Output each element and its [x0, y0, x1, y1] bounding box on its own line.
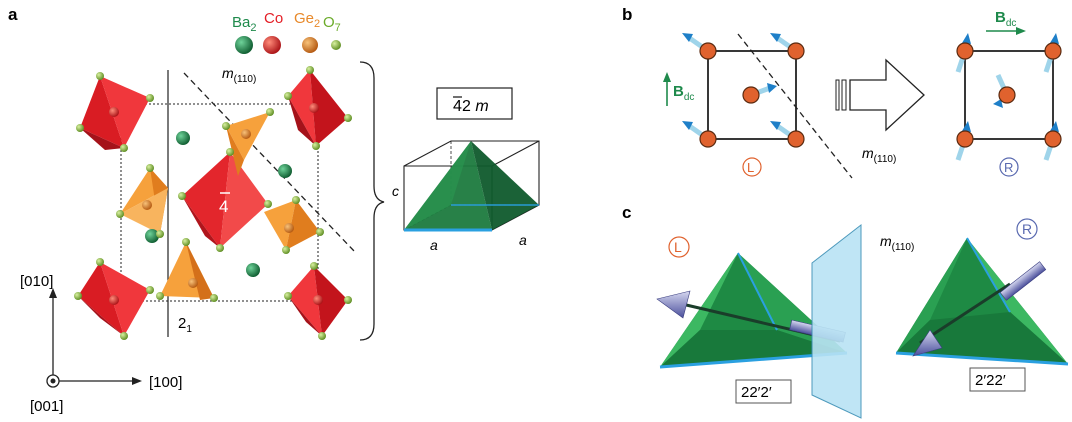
co-atom [309, 103, 319, 113]
four-bar-label: 4 [219, 197, 228, 216]
ba-atom [145, 229, 159, 243]
point-group-box [436, 87, 513, 120]
ge-legend-label: Ge2 [294, 10, 320, 30]
ba-legend-sphere [235, 36, 253, 54]
panel-b-left-square [682, 33, 805, 148]
axis-100-arrowhead [132, 377, 142, 385]
left-symmetry-box [735, 379, 792, 404]
edge-a1-label: a [430, 237, 438, 253]
screw-axis-label: 21 [178, 315, 192, 335]
bdc-right-label: Bdc [995, 9, 1016, 29]
chirality-r-label-c: R [1022, 221, 1032, 237]
crystal-axes: [010] [100] [001] [20, 273, 182, 415]
o-legend-label: O7 [323, 14, 341, 34]
chirality-l-circle-c [668, 236, 690, 258]
point-group-label-rest: 2 m [462, 98, 489, 115]
axis-100-label: [100] [149, 374, 182, 391]
panel-a-label: a [8, 5, 18, 24]
crystal-structure: m(110) 4 21 [74, 65, 356, 340]
ge-legend-sphere [302, 37, 318, 53]
co-octahedron-bottom-left [78, 262, 150, 336]
co-octahedron-center [182, 152, 268, 248]
mirror-plane-line-b [737, 33, 853, 179]
axis-001-label: [001] [30, 398, 63, 415]
panel-c-label: c [622, 203, 631, 222]
ba-atom [278, 164, 292, 178]
co-legend-label: Co [264, 10, 283, 27]
mirror-plane-line [183, 72, 356, 253]
transformation-arrow [835, 58, 925, 132]
left-tetrahedron [656, 252, 848, 369]
right-symmetry-label: 2′22′ [975, 372, 1006, 389]
chirality-r-circle-b [999, 157, 1019, 177]
chirality-r-circle-c [1016, 218, 1038, 240]
axis-010-label: [010] [20, 273, 53, 290]
edge-c-label: c [392, 183, 399, 199]
co-atom [109, 295, 119, 305]
mirror-label-c: m(110) [880, 233, 914, 253]
point-group-label: 4 [453, 98, 462, 115]
bdc-right-arrowhead [1016, 27, 1026, 35]
bdc-left-label: Bdc [673, 83, 694, 103]
edge-a2-label: a [519, 232, 527, 248]
axis-001-dot [50, 378, 56, 384]
right-tetrahedron [895, 237, 1069, 366]
chirality-r-label-b: R [1004, 160, 1013, 175]
unit-cell-outline [120, 103, 319, 302]
panel-b-right-square [955, 33, 1062, 161]
ge-atom [241, 129, 251, 139]
chirality-l-label-b: L [747, 160, 754, 175]
co-octahedron-bottom-right [288, 266, 348, 336]
ge-tetrahedron-upper-left [120, 168, 168, 234]
chirality-l-circle-b [742, 157, 762, 177]
co-atom [109, 107, 119, 117]
ba-atom [176, 131, 190, 145]
atom-legend: Ba2 Co Ge2 O7 [232, 10, 341, 54]
mirror-plane [811, 223, 862, 419]
axis-010-arrowhead [49, 288, 57, 298]
ba-legend-label: Ba2 [232, 14, 256, 34]
right-symmetry-box [969, 367, 1026, 392]
co-atom [313, 295, 323, 305]
tetrahedron-in-box: c a a [392, 140, 540, 253]
ba-atom [246, 263, 260, 277]
mirror-label-b: m(110) [862, 145, 896, 165]
curly-brace [359, 61, 385, 341]
panel-b-label: b [622, 5, 632, 24]
left-symmetry-label: 22′2′ [741, 384, 772, 401]
ge-tetrahedron-lower-left [160, 242, 214, 300]
ge-tetrahedron-lower-right [264, 200, 320, 250]
mirror-label-a: m(110) [222, 65, 256, 85]
co-octahedron-top-right [288, 70, 348, 146]
o-atoms [74, 66, 352, 340]
chirality-l-label-c: L [674, 239, 682, 255]
ge-atom [284, 223, 294, 233]
o-legend-sphere [331, 40, 341, 50]
ge-atom [188, 278, 198, 288]
ge-atom [142, 200, 152, 210]
co-octahedron-top-left [80, 76, 150, 150]
co-legend-sphere [263, 36, 281, 54]
bdc-left-arrowhead [663, 72, 671, 82]
